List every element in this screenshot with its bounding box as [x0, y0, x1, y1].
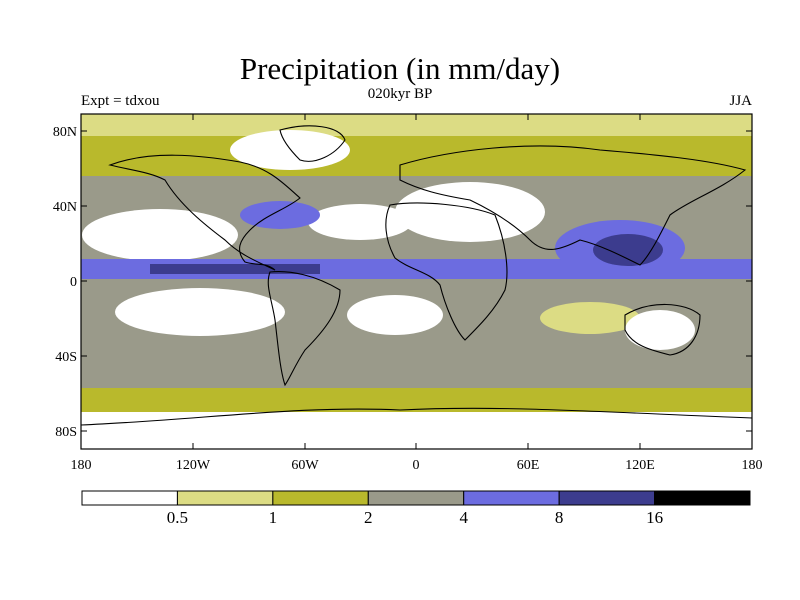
map-field [81, 114, 752, 449]
colorbar-label: 1 [269, 508, 278, 527]
colorbar-label: 0.5 [167, 508, 188, 527]
lon-tick-label: 120W [176, 458, 211, 473]
greenland-coast [279, 125, 346, 162]
antarctica-coast [80, 407, 753, 426]
lon-tick-label: 0 [413, 458, 420, 473]
lon-tick-label: 180 [742, 458, 763, 473]
lat-tick-label: 80N [53, 125, 77, 140]
experiment-label: Expt = tdxou [81, 93, 160, 109]
lon-tick-label: 180 [71, 458, 92, 473]
south-pacific-dry [115, 288, 285, 336]
lat-tick-label: 40N [53, 200, 77, 215]
colorbar-swatch [272, 490, 369, 506]
south-america-coast [267, 271, 341, 387]
colorbar-swatch [463, 490, 560, 506]
lat-tick-label: 0 [70, 275, 77, 290]
colorbar-swatch [81, 490, 178, 506]
south-atlantic-dry [347, 295, 443, 335]
lon-tick-label: 120E [625, 458, 655, 473]
itcz-core [150, 264, 320, 274]
colorbar-swatch [654, 490, 751, 506]
lon-tick-label: 60E [517, 458, 540, 473]
colorbar-swatch [558, 490, 656, 506]
southern-ocean-band [81, 388, 752, 412]
asian-monsoon-core [593, 234, 663, 266]
australia-coast [624, 303, 701, 356]
colorbar-swatch [367, 490, 465, 506]
arctic-dry [230, 130, 350, 170]
lon-tick-label: 60W [291, 458, 319, 473]
chart-subtitle: 020kyr BP [367, 86, 433, 102]
colorbar-label: 8 [555, 508, 564, 527]
coastlines [80, 125, 753, 426]
north-america-coast [108, 154, 301, 271]
colorbar: 0.5 1 2 4 8 16 [81, 490, 751, 527]
north-pacific-dry [82, 209, 238, 261]
africa-coast [385, 202, 508, 341]
north-atlantic-storm [240, 201, 320, 229]
colorbar-swatch [176, 490, 274, 506]
eurasia-coast [399, 145, 747, 266]
arctic-band [81, 114, 752, 136]
chart-title: Precipitation (in mm/day) [239, 51, 561, 86]
colorbar-label: 16 [646, 508, 663, 527]
sahara-dry [395, 182, 545, 242]
colorbar-label: 4 [459, 508, 468, 527]
season-label: JJA [729, 93, 752, 109]
lat-tick-label: 40S [55, 350, 77, 365]
colorbar-label: 2 [364, 508, 373, 527]
lat-tick-label: 80S [55, 425, 77, 440]
axis-ticks: 80N 40N 0 40S 80S 180 120W 60W 0 60E 120E 180 [53, 114, 763, 473]
australia-dry [625, 310, 695, 350]
south-indian-dry [540, 302, 640, 334]
